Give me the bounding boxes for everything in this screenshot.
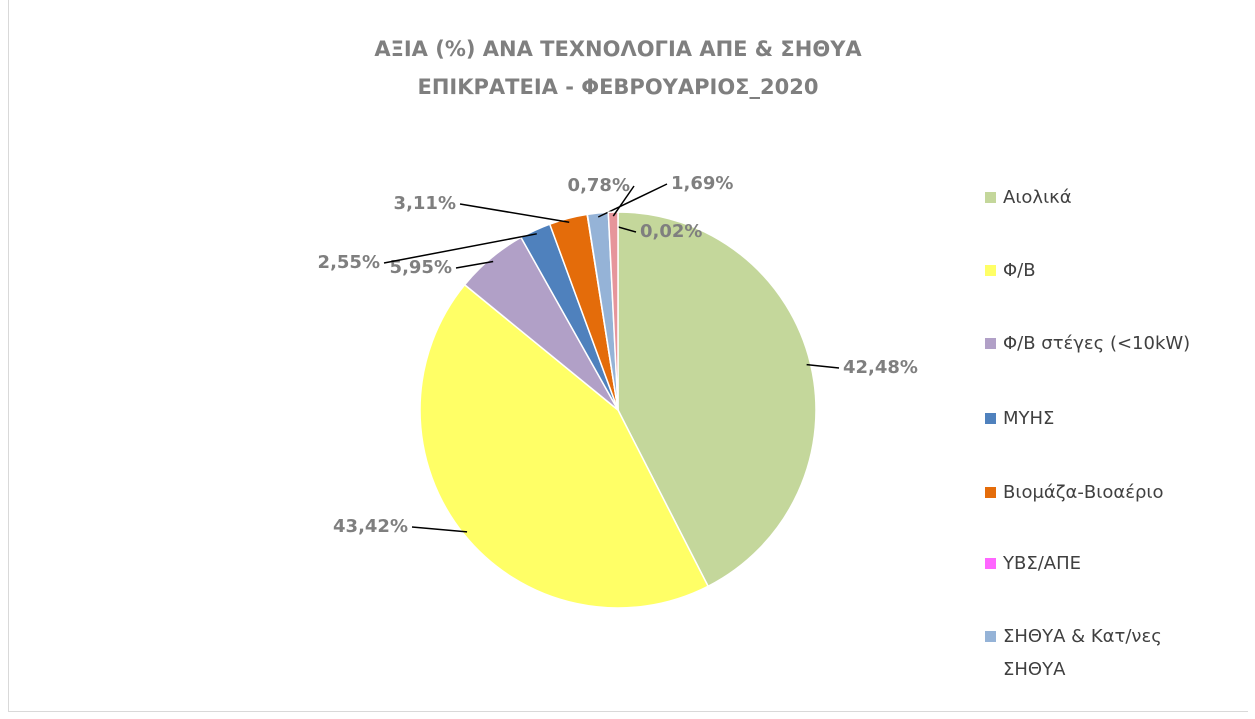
data-label: 0,78%: [568, 175, 630, 196]
data-label: 42,48%: [843, 357, 918, 378]
legend-item: ΥΒΣ/ΑΠΕ: [985, 547, 1200, 580]
pie-slice: [617, 211, 817, 588]
legend-label: ΜΥΗΣ: [1003, 408, 1055, 429]
data-label: 43,42%: [333, 516, 408, 537]
legend-swatch: [985, 558, 996, 569]
leader-line: [459, 203, 570, 223]
legend-label: ΣΗΘΥΑ & Κατ/νες ΣΗΘΥΑ: [1003, 626, 1162, 680]
legend-item: Βιομάζα-Βιοαέριο: [985, 476, 1200, 509]
legend-label: ΥΒΣ/ΑΠΕ: [1003, 553, 1082, 574]
leader-line: [455, 260, 494, 269]
leader-line: [411, 526, 468, 533]
legend-label: Φ/Β: [1003, 260, 1036, 281]
pie-slice: [607, 211, 619, 411]
data-label: 2,55%: [318, 252, 380, 273]
pie-slice: [419, 283, 710, 609]
legend-label: Βιομάζα-Βιοαέριο: [1003, 482, 1164, 503]
data-label: 5,95%: [390, 257, 452, 278]
data-label: 0,02%: [640, 221, 702, 242]
legend-item: ΣΗΘΥΑ & Κατ/νες ΣΗΘΥΑ: [985, 620, 1200, 686]
chart-title: ΕΠΙΚΡΑΤΕΙΑ - ΦΕΒΡΟΥΑΡΙΟΣ_2020: [418, 75, 819, 99]
leader-line: [806, 363, 840, 369]
legend-swatch: [985, 413, 996, 424]
data-label: 1,69%: [671, 173, 733, 194]
legend-label: Αιολικά: [1003, 187, 1072, 208]
legend-swatch: [985, 265, 996, 276]
legend-label: Φ/Β στέγες (<10kW): [1003, 333, 1191, 354]
chart-title: ΑΞΙΑ (%) ΑΝΑ ΤΕΧΝΟΛΟΓΙΑ ΑΠΕ & ΣΗΘΥΑ: [374, 37, 862, 61]
legend-swatch: [985, 631, 996, 642]
legend-swatch: [985, 338, 996, 349]
legend-swatch: [985, 192, 996, 203]
legend-item: Φ/Β: [985, 254, 1200, 287]
leader-line: [383, 233, 537, 264]
legend-item: ΜΥΗΣ: [985, 402, 1200, 435]
legend-item: Φ/Β στέγες (<10kW): [985, 327, 1200, 360]
legend-item: Αιολικά: [985, 181, 1200, 214]
data-label: 3,11%: [394, 193, 456, 214]
legend-swatch: [985, 487, 996, 498]
leader-line: [612, 185, 635, 217]
chart-frame: [8, 0, 1248, 712]
